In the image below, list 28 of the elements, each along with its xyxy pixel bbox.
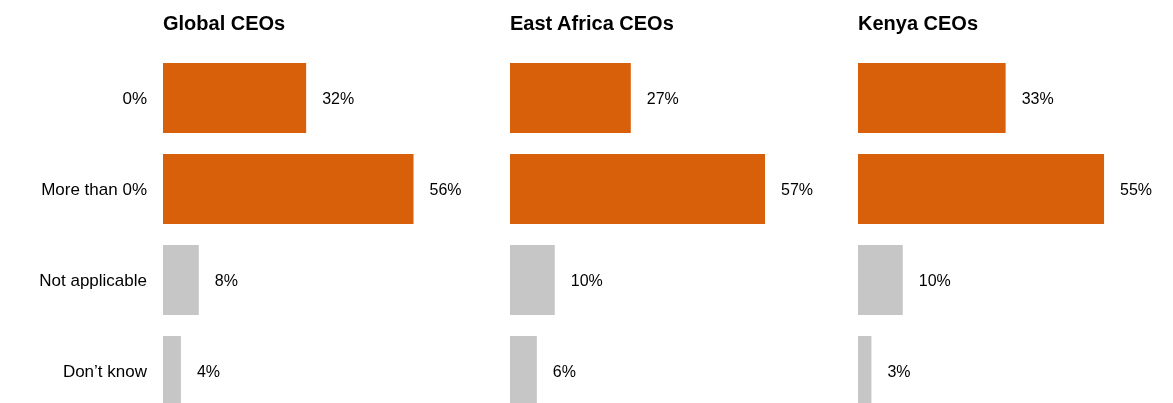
- bar: [163, 245, 199, 315]
- y-tick-label: 0%: [122, 88, 147, 108]
- bar: [510, 245, 555, 315]
- bar: [858, 245, 903, 315]
- bar: [858, 63, 1006, 133]
- y-tick-label: Don’t know: [62, 361, 148, 381]
- data-label: 4%: [196, 362, 221, 380]
- data-label: 33%: [1021, 89, 1054, 107]
- bar: [163, 63, 307, 133]
- chart-title: Global CEOs: [163, 12, 286, 34]
- chart-title: East Africa CEOs: [510, 12, 674, 34]
- y-tick-label: More than 0%: [41, 179, 147, 199]
- data-label: 27%: [646, 89, 679, 107]
- data-label: 57%: [781, 180, 814, 198]
- data-label: 3%: [887, 362, 911, 380]
- data-label: 6%: [552, 362, 576, 380]
- bar: [858, 154, 1105, 224]
- data-label: 56%: [429, 180, 462, 198]
- bar: [163, 154, 414, 224]
- chart-title: Kenya CEOs: [858, 12, 979, 34]
- data-label: 55%: [1120, 180, 1153, 198]
- data-label: 32%: [322, 89, 355, 107]
- y-tick-label: Not applicable: [39, 270, 147, 290]
- data-label: 8%: [214, 271, 238, 289]
- bar: [510, 63, 631, 133]
- bar: [510, 154, 765, 224]
- data-label: 10%: [570, 271, 603, 289]
- data-label: 10%: [918, 271, 951, 289]
